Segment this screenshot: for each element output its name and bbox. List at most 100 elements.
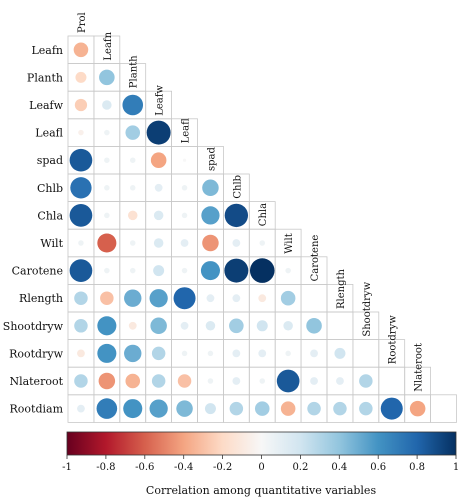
correlation-circle [177,374,192,388]
row-labels: Leafn Planth Leafw Leafl spad Chlb Chla Wilt Car… [3,44,64,416]
correlation-circle [128,321,137,330]
correlation-circle [232,239,241,247]
colorbar-tick-label: 0.6 [370,462,386,473]
grid-cell [326,311,354,341]
correlation-circle [74,374,88,388]
correlation-circle [307,401,321,416]
row-label: Leafn [31,44,63,57]
correlation-circle [173,287,196,310]
column-labels: Prol Leafn Planth Leafw Leafl spad Chlb Chla Wil… [77,12,425,392]
correlation-circle [229,401,244,416]
column-label: Prol [77,12,88,33]
correlation-circle [176,400,193,417]
correlation-circle [104,212,110,219]
colorbar: -1 -0.8 -0.6 -0.4 -0.2 0 0.2 0.4 0.6 0.8 1 [62,431,459,473]
colorbar-tick-label: 0.4 [331,462,347,473]
correlation-circle [100,291,114,305]
correlation-circle [333,401,347,416]
correlation-circle [229,318,244,334]
row-label: Leafw [29,99,63,112]
colorbar-tick-label: -0.4 [174,462,193,473]
row-label: Rootdryw [9,347,63,360]
correlation-circle [249,258,275,283]
correlation-circle [336,377,344,385]
correlation-circle [207,378,214,384]
correlation-circle [97,343,117,363]
row-label: Chla [37,209,63,222]
correlation-circle [104,157,110,163]
column-label: Rlength [336,268,347,309]
column-label: Nlateroot [414,343,425,392]
correlation-circle [154,183,163,192]
row-label: Shootdryw [3,320,64,333]
correlation-circle [150,317,167,335]
correlation-circle [202,234,219,252]
correlation-circle [259,378,265,384]
correlation-circle [207,350,214,357]
correlation-circle [104,185,110,191]
grid-cell [300,283,328,313]
correlation-circle [99,69,115,86]
correlation-circle [280,290,296,306]
correlation-circle [130,267,136,274]
correlation-circle [73,42,89,58]
colorbar-tick-label: -0.8 [96,462,115,473]
correlation-circle [232,349,241,358]
correlation-circle [224,258,249,283]
correlation-circle [123,399,143,419]
column-label: Chla [258,203,269,226]
column-label: Planth [129,55,140,88]
correlation-circle [125,373,141,389]
correlation-circle [97,316,117,336]
column-label: Leafl [181,118,192,144]
correlation-circle [149,289,168,308]
correlation-circle [146,120,171,145]
correlation-circle [97,233,117,253]
row-label: Rootdiam [10,403,64,416]
correlation-circle [259,240,265,246]
correlation-circle [151,346,166,361]
correlation-circle [380,397,403,420]
correlation-circle [283,321,293,331]
grid-cell [430,394,457,423]
row-label: Chlb [37,182,63,195]
correlation-circle [285,350,291,357]
grid-cell [352,339,380,368]
colorbar-title: Correlation among quantitative variables [146,484,377,497]
correlation-circle [70,177,92,199]
column-label: Shootdryw [362,281,373,336]
correlation-circle [181,212,188,219]
correlation-circle [130,185,136,191]
correlation-circle [69,259,93,282]
correlation-circle [69,148,93,172]
correlation-circle [151,374,166,388]
correlation-circle [78,129,84,136]
colorbar-tick-label: -0.2 [213,462,232,473]
row-label: Carotene [12,265,63,278]
correlation-circle [232,294,241,303]
correlation-circle [201,206,220,225]
correlation-circle [74,319,88,333]
correlation-circle [102,100,112,110]
correlation-circle [122,94,144,116]
correlation-circle [75,71,87,83]
correlation-circle [104,129,110,136]
row-label: spad [37,154,63,167]
grid-layer [67,35,457,423]
correlation-circle [74,98,88,112]
correlation-circle [180,321,189,330]
row-label: Leafl [35,127,63,140]
colorbar-gradient [66,431,457,456]
correlation-circle [127,210,138,221]
colorbar-tick-label: 0.8 [409,462,425,473]
row-label: Nlateroot [9,375,63,388]
correlation-circle [96,398,118,419]
column-label: Leafw [155,85,166,116]
row-label: Rlength [19,292,63,305]
correlation-circle [150,152,167,168]
correlation-circle [254,401,270,416]
correlation-circle [276,369,300,393]
correlation-circle [310,349,318,358]
correlation-circle [285,267,291,274]
